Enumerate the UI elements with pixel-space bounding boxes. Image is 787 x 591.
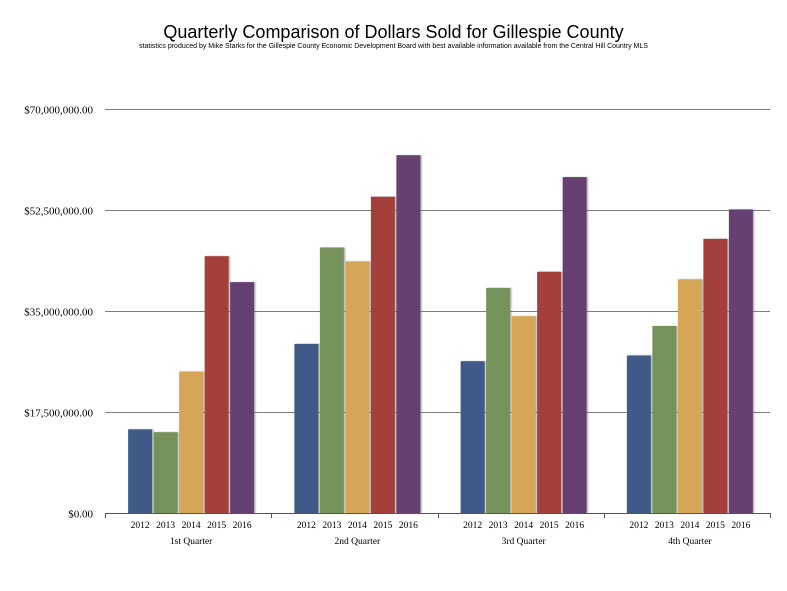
category-label: 2nd Quarter: [335, 537, 381, 547]
bar: [396, 155, 421, 513]
series-year-label: 2016: [565, 521, 584, 531]
bar: [626, 355, 651, 513]
bar: [703, 238, 728, 513]
series-year-label: 2013: [322, 521, 341, 531]
bar: [153, 432, 178, 513]
series-year-label: 2014: [514, 521, 533, 531]
series-year-label: 2014: [348, 521, 367, 531]
bar: [370, 196, 395, 513]
bar: [345, 261, 370, 513]
series-year-label: 2014: [680, 521, 699, 531]
series-year-label: 2012: [131, 521, 150, 531]
bar: [204, 256, 229, 513]
category-label: 1st Quarter: [170, 537, 213, 547]
bar: [294, 343, 319, 513]
chart-title: Quarterly Comparison of Dollars Sold for…: [163, 22, 624, 42]
bar: [537, 271, 562, 513]
bar: [728, 209, 753, 513]
series-year-label: 2016: [399, 521, 418, 531]
axis-layer: $0.00 $17,500,000.00 $35,000,000.00 $52,500…: [24, 105, 771, 547]
category-label: 4th Quarter: [668, 537, 712, 547]
bar: [486, 287, 511, 513]
series-year-label: 2013: [489, 521, 508, 531]
bar: [128, 429, 153, 513]
bar: [319, 247, 344, 513]
series-year-label: 2013: [156, 521, 175, 531]
series-year-label: 2015: [540, 521, 559, 531]
series-year-label: 2012: [463, 521, 482, 531]
series-year-label: 2016: [731, 521, 750, 531]
series-year-label: 2015: [373, 521, 392, 531]
bar: [511, 316, 536, 513]
bar: [652, 326, 677, 513]
series-year-label: 2015: [706, 521, 725, 531]
y-tick-label: $35,000,000.00: [24, 307, 93, 319]
category-label: 3rd Quarter: [502, 537, 547, 547]
bar: [230, 282, 255, 513]
bar: [677, 279, 702, 513]
bars-layer: [128, 155, 753, 514]
bar: [460, 361, 485, 513]
series-year-label: 2013: [655, 521, 674, 531]
y-tick-label: $52,500,000.00: [24, 206, 93, 218]
series-year-label: 2016: [233, 521, 252, 531]
series-year-label: 2014: [182, 521, 201, 531]
bar: [179, 371, 204, 513]
series-year-label: 2012: [629, 521, 648, 531]
series-year-label: 2012: [297, 521, 316, 531]
y-tick-label: $0.00: [68, 509, 93, 521]
bar: [562, 177, 587, 514]
series-year-label: 2015: [207, 521, 226, 531]
y-tick-label: $17,500,000.00: [24, 408, 93, 420]
y-tick-label: $70,000,000.00: [24, 105, 93, 117]
chart-subtitle: statistics produced by Mike Starks for t…: [139, 43, 648, 50]
